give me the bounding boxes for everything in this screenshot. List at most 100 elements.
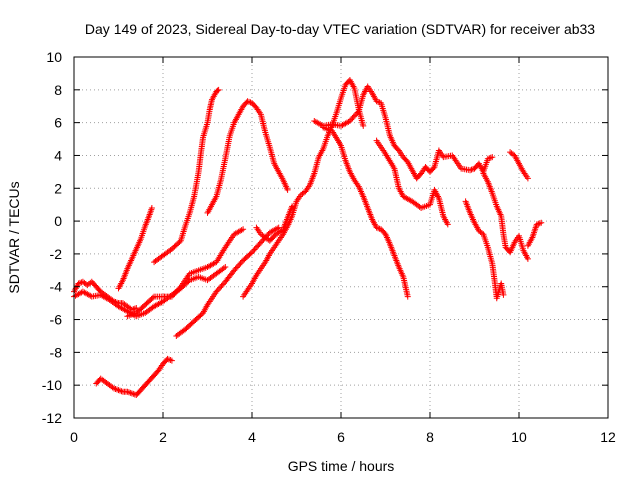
data-point <box>168 293 175 300</box>
data-point <box>256 240 263 247</box>
series-arc-14 <box>462 198 507 302</box>
data-point <box>533 221 540 228</box>
y-tick-label: 2 <box>54 180 62 196</box>
data-point <box>214 287 221 294</box>
series-arc-15 <box>480 170 531 262</box>
data-point <box>240 226 247 233</box>
series-arc-13 <box>373 137 451 228</box>
y-tick-label: 0 <box>54 213 62 229</box>
series-arc-17 <box>524 219 545 249</box>
data-point <box>215 285 222 292</box>
data-point <box>289 203 296 210</box>
data-point <box>251 246 258 253</box>
series-arc-4 <box>93 355 175 399</box>
data-point <box>219 281 226 288</box>
data-point <box>250 247 257 254</box>
y-tick-label: 8 <box>54 82 62 98</box>
series-arc-8 <box>204 98 291 216</box>
data-point <box>538 219 545 226</box>
data-point <box>75 280 82 287</box>
data-point <box>350 113 357 120</box>
data-point <box>360 122 367 129</box>
series-arc-12 <box>253 203 296 244</box>
data-point <box>257 239 264 246</box>
data-point <box>348 116 355 123</box>
x-tick-label: 8 <box>426 429 434 445</box>
series-arc-11 <box>311 83 496 182</box>
data-point <box>171 290 178 297</box>
series-arc-9 <box>240 76 367 300</box>
data-point <box>235 263 242 270</box>
data-point <box>220 265 227 272</box>
y-tick-label: -12 <box>42 410 62 426</box>
data-point <box>128 390 135 397</box>
data-point <box>222 264 229 271</box>
data-point <box>111 385 118 392</box>
data-point <box>487 154 494 161</box>
x-axis-label: GPS time / hours <box>288 458 395 474</box>
data-point <box>300 189 307 196</box>
data-point <box>131 391 138 398</box>
data-point <box>218 283 225 290</box>
data-point <box>351 112 358 119</box>
data-point <box>232 265 239 272</box>
data-marks <box>71 76 545 399</box>
data-point <box>114 299 121 306</box>
data-point <box>115 387 122 394</box>
data-point <box>430 165 437 172</box>
y-tick-label: 6 <box>54 115 62 131</box>
data-point <box>112 386 119 393</box>
data-point <box>231 267 238 274</box>
data-point <box>112 299 119 306</box>
data-point <box>148 204 155 211</box>
data-point <box>373 224 380 231</box>
data-point <box>149 294 156 301</box>
data-point <box>244 98 251 105</box>
data-point <box>375 225 382 232</box>
y-axis-label: SDTVAR / TECUs <box>6 181 22 293</box>
x-tick-label: 10 <box>511 429 527 445</box>
data-point <box>444 221 451 228</box>
data-point <box>284 186 291 193</box>
data-point <box>486 155 493 162</box>
data-point <box>176 238 183 245</box>
y-tick-label: -6 <box>50 312 63 328</box>
data-point <box>164 355 171 362</box>
y-tick-label: -10 <box>42 377 62 393</box>
data-point <box>237 260 244 267</box>
data-point <box>236 261 243 268</box>
data-point <box>500 291 507 298</box>
data-point <box>346 117 353 124</box>
data-point <box>118 388 125 395</box>
y-tick-label: 4 <box>54 147 62 163</box>
data-point <box>375 98 382 105</box>
data-point <box>354 109 361 116</box>
data-point <box>353 110 360 117</box>
data-point <box>213 288 220 295</box>
data-point <box>259 238 266 245</box>
x-tick-label: 12 <box>600 429 616 445</box>
data-point <box>128 306 135 313</box>
data-point <box>172 289 179 296</box>
x-tick-label: 6 <box>337 429 345 445</box>
data-point <box>175 286 182 293</box>
chart-title: Day 149 of 2023, Sidereal Day-to-day VTE… <box>85 21 595 37</box>
x-tick-label: 2 <box>159 429 167 445</box>
data-point <box>173 287 180 294</box>
data-point <box>168 357 175 364</box>
data-point <box>125 389 132 396</box>
data-point <box>176 285 183 292</box>
data-point <box>124 388 131 395</box>
data-point <box>249 249 255 256</box>
data-point <box>215 86 222 93</box>
series-arc-7 <box>173 224 282 339</box>
series-arc-2 <box>71 278 140 313</box>
data-point <box>274 225 281 232</box>
data-point <box>536 220 543 227</box>
data-point <box>349 115 356 122</box>
y-tick-label: -8 <box>50 344 63 360</box>
series-arc-3 <box>115 204 155 292</box>
data-point <box>524 175 531 182</box>
data-point <box>111 298 118 305</box>
